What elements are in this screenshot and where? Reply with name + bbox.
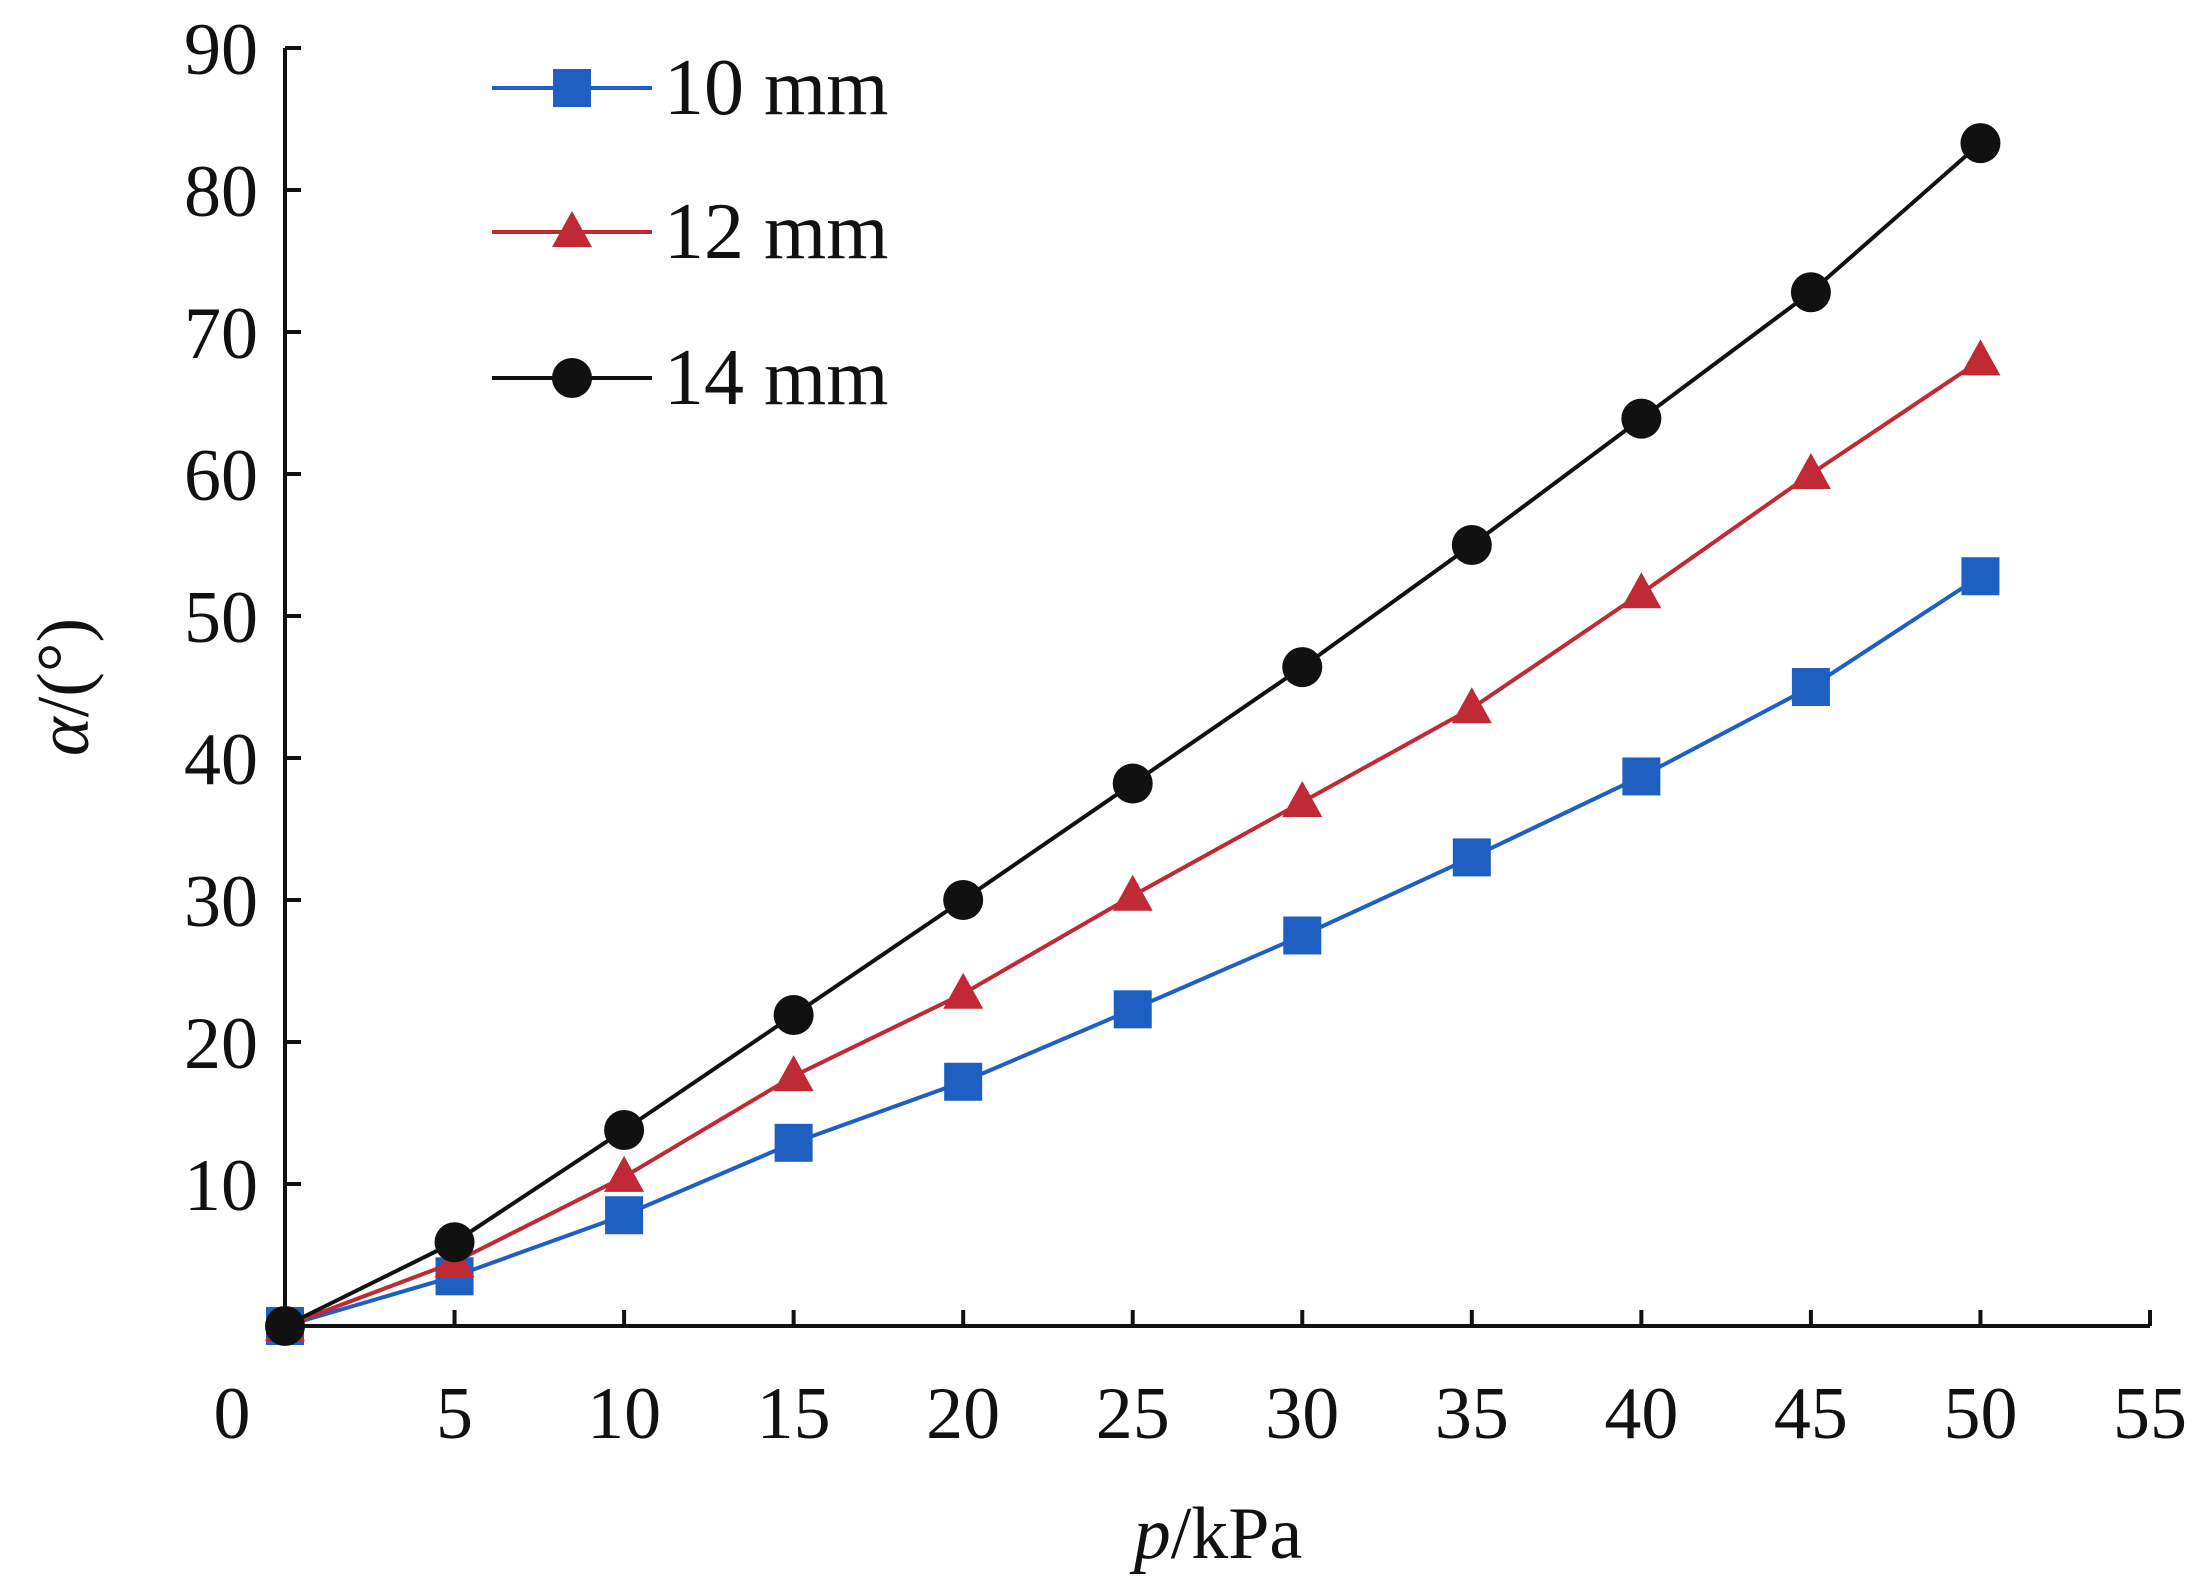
x-tick-label: 45: [1774, 1373, 1848, 1455]
y-tick-label: 40: [184, 719, 258, 801]
x-tick-label: 15: [757, 1373, 831, 1455]
data-point: [1113, 990, 1152, 1029]
data-point: [1622, 757, 1661, 796]
legend: 10 mm 12 mm 14 mm: [492, 44, 888, 422]
data-point: [605, 1196, 644, 1235]
data-point: [1282, 781, 1323, 818]
data-point: [1451, 525, 1492, 565]
data-point: [1960, 123, 2001, 164]
data-point: [604, 1155, 645, 1192]
x-tick-label: 0: [214, 1373, 251, 1455]
x-tick-label: 5: [436, 1373, 473, 1455]
data-point: [1451, 687, 1492, 724]
series-14-mm: [265, 123, 2001, 1346]
legend-item: 14 mm: [492, 334, 888, 422]
x-tick-label: 50: [1943, 1373, 2017, 1455]
data-point: [265, 1306, 305, 1346]
data-point: [773, 1055, 814, 1092]
y-tick-label: 30: [184, 861, 258, 943]
series-line: [284, 358, 1982, 1328]
y-axis-unit: /(°): [23, 618, 105, 717]
y-tick-label: 10: [184, 1145, 258, 1227]
legend-marker: [552, 211, 592, 247]
y-ticks: 10 20 30 40 50 60 70 80 90: [184, 9, 301, 1227]
data-point: [1112, 874, 1153, 911]
data-point: [944, 1062, 983, 1101]
data-point: [1790, 272, 1831, 313]
x-axis-unit: /kPa: [1171, 1493, 1303, 1575]
data-point: [1791, 668, 1830, 706]
y-tick-label: 90: [184, 9, 258, 91]
data-point: [1112, 763, 1153, 804]
x-tick-label: 30: [1265, 1373, 1339, 1455]
data-point: [773, 995, 814, 1036]
y-tick-label: 50: [184, 577, 258, 659]
series-line: [284, 141, 1982, 1328]
data-point: [943, 972, 984, 1009]
data-point: [1282, 647, 1323, 688]
data-point: [774, 1123, 813, 1162]
data-point: [1452, 838, 1491, 877]
x-tick-label: 20: [926, 1373, 1000, 1455]
y-axis-title: α/(°): [23, 618, 105, 756]
legend-label: 10 mm: [664, 44, 888, 132]
x-tick-label: 35: [1435, 1373, 1509, 1455]
legend-item: 12 mm: [492, 188, 888, 276]
x-axis-variable: p: [1129, 1493, 1171, 1575]
x-tick-label: 10: [587, 1373, 661, 1455]
y-tick-label: 60: [184, 435, 258, 517]
legend-label: 14 mm: [664, 334, 888, 422]
data-point: [604, 1110, 645, 1151]
data-point: [1961, 557, 2000, 596]
data-point: [1960, 339, 2001, 376]
data-point: [1621, 572, 1662, 609]
series-layer: [265, 123, 2001, 1346]
data-point: [1283, 916, 1322, 955]
x-tick-label: 25: [1096, 1373, 1170, 1455]
y-tick-label: 80: [184, 151, 258, 233]
data-point: [1790, 453, 1831, 489]
legend-marker: [552, 358, 592, 398]
data-point: [1621, 398, 1662, 439]
y-tick-label: 70: [184, 293, 258, 375]
x-tick-label: 40: [1604, 1373, 1678, 1455]
x-ticks: 0 5 10 15 20 25 30 35 40 45 50 55: [214, 1310, 2187, 1455]
axes: [283, 48, 2150, 1328]
y-axis-variable: α: [23, 715, 105, 756]
legend-label: 12 mm: [664, 188, 888, 276]
data-point: [943, 880, 984, 920]
y-tick-label: 20: [184, 1003, 258, 1085]
series-12-mm: [265, 339, 2001, 1341]
x-tick-label: 55: [2113, 1373, 2187, 1455]
legend-item: 10 mm: [492, 44, 888, 132]
x-axis-title: p/kPa: [1129, 1493, 1303, 1575]
data-point: [434, 1222, 475, 1263]
series-line: [284, 574, 1982, 1328]
legend-marker: [553, 69, 591, 107]
